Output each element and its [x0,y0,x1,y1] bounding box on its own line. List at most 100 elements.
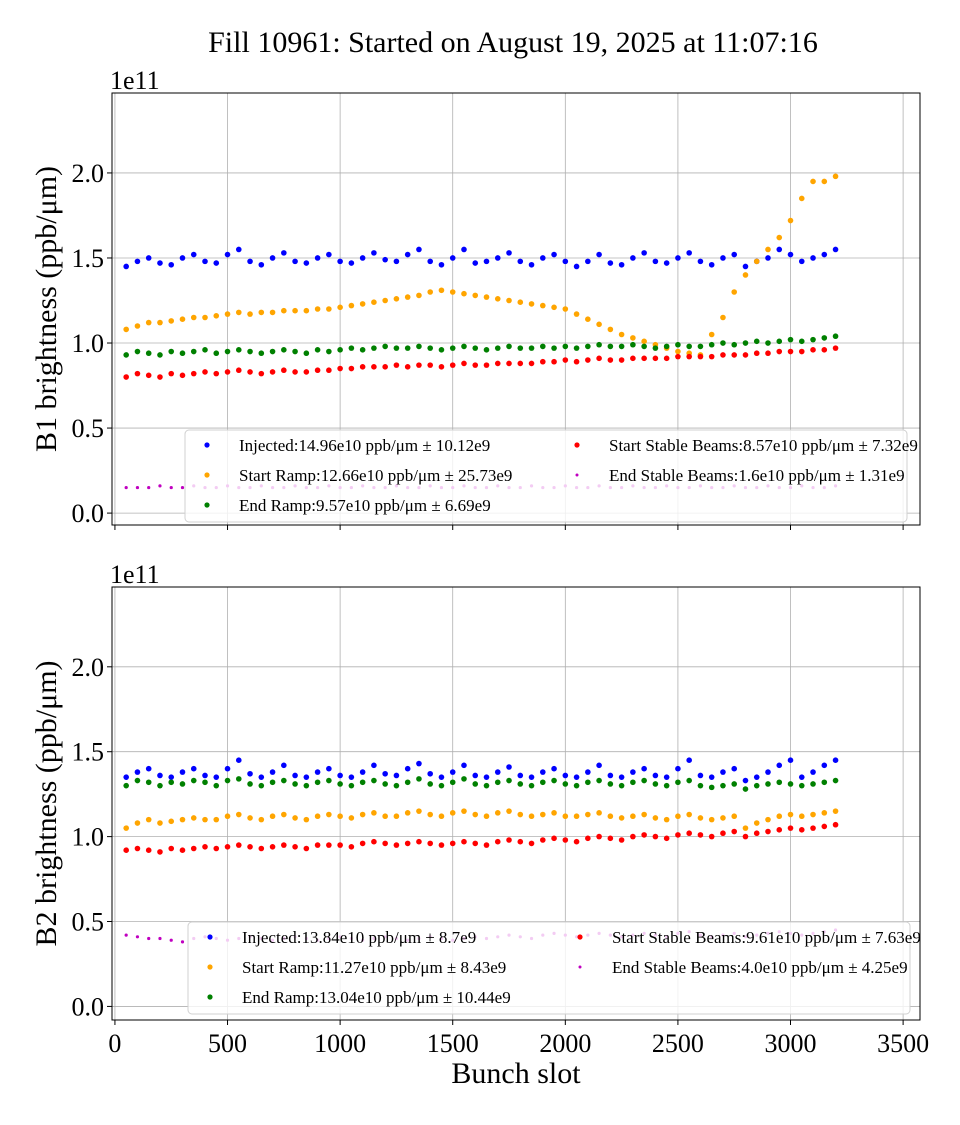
data-point [303,845,310,852]
data-point [393,258,400,265]
data-point [235,309,242,316]
data-point [517,772,524,779]
data-point [427,289,434,295]
data-point [461,808,467,814]
data-point [145,350,152,357]
data-point [551,345,557,351]
data-point [382,343,388,350]
data-point [393,782,400,789]
data-point [787,781,794,787]
x-tick-label: 1500 [427,1029,479,1058]
data-point [720,340,726,346]
legend [184,429,908,523]
y-tick-label: 0.0 [72,499,105,528]
data-point [697,258,704,265]
data-point [663,355,670,362]
data-point [641,343,647,350]
data-point [359,347,366,353]
data-point [416,760,422,767]
data-point [562,343,569,350]
data-point [675,341,681,348]
y-tick-label: 1.5 [72,244,105,273]
data-point [539,837,546,843]
data-point [303,350,310,357]
legend-label: End Ramp:9.57e10 ppb/μm ± 6.69e9 [239,496,491,515]
data-point [517,811,524,818]
data-point [247,348,253,355]
data-point [393,295,400,302]
data-point [686,757,692,763]
x-tick-label: 1000 [314,1029,366,1058]
data-point [630,779,636,786]
data-point [326,765,332,772]
data-point [472,260,479,266]
data-point [787,251,794,258]
data-point [449,255,456,261]
data-point [359,811,366,818]
data-point [697,343,704,350]
data-point [404,840,411,847]
data-point [641,765,647,772]
data-point [404,765,411,772]
data-point [258,774,265,780]
data-point [382,813,388,820]
data-point [720,815,726,821]
legend-marker [207,934,213,940]
data-point [303,369,310,375]
data-point [427,345,434,351]
data-point [393,842,400,848]
data-point [168,779,175,786]
data-point [281,347,287,353]
data-point [461,776,467,782]
y-tick-label: 2.0 [72,159,105,188]
data-point [190,251,197,258]
data-point [686,777,692,784]
data-point [179,816,186,823]
data-point [551,304,557,311]
data-point [652,781,659,787]
data-point [472,840,479,847]
data-point [810,336,816,343]
data-point [798,782,805,789]
legend-label: End Stable Beams:1.6e10 ppb/μm ± 1.31e9 [609,466,905,485]
data-point [641,832,647,838]
legend-marker [204,472,210,478]
data-point [618,331,625,338]
y-tick-label: 0.0 [72,992,105,1021]
data-point [562,813,569,820]
data-point [720,782,726,789]
data-point [798,348,805,355]
data-point [596,810,602,816]
data-point [483,347,490,353]
data-point [382,781,388,787]
data-point [461,360,467,367]
data-point [157,260,163,266]
data-point [494,838,501,845]
data-point [404,779,411,786]
data-point [213,845,220,852]
data-point [382,256,388,263]
data-point [326,811,332,818]
data-point [202,314,208,321]
data-point [461,838,467,845]
data-point [472,362,479,368]
data-point [494,345,501,351]
chart-title: Fill 10961: Started on August 19, 2025 a… [208,26,818,59]
data-point [832,333,839,340]
data-point [438,347,445,353]
data-point [607,772,614,779]
data-point [765,781,771,787]
y-tick-label: 0.5 [72,414,105,443]
data-point [832,345,839,351]
data-point [202,347,208,353]
data-point [348,260,355,266]
data-point [787,757,794,763]
data-point [303,307,310,314]
data-point [348,302,355,309]
data-point [179,769,186,775]
data-point [145,319,152,326]
data-point [596,777,602,784]
data-point [404,810,411,816]
data-point [371,810,377,816]
data-point [269,844,276,850]
